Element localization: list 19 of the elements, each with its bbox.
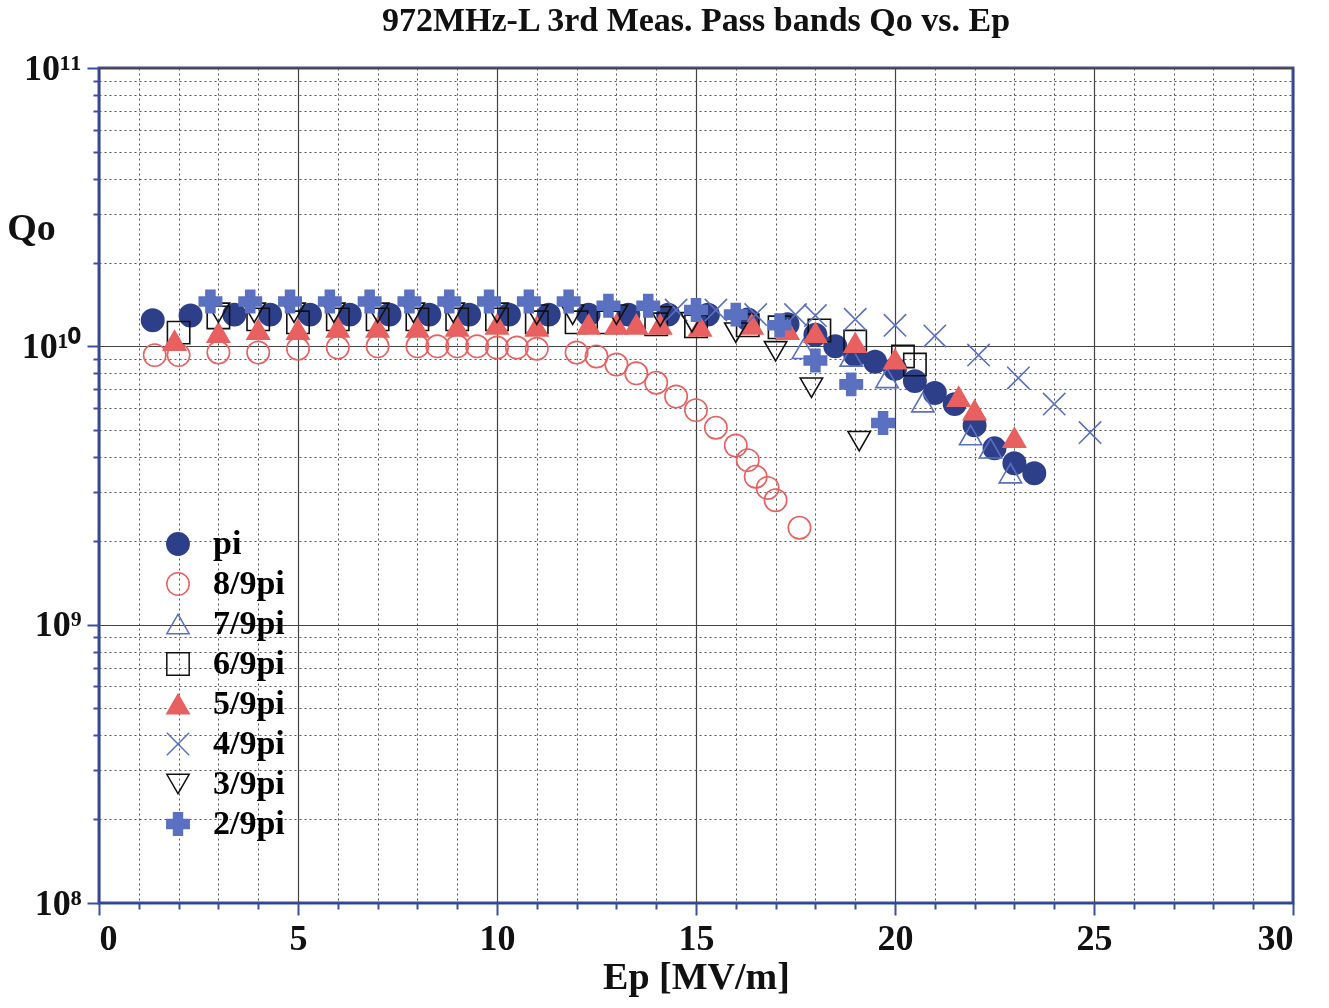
- legend-label: 5/9pi: [213, 684, 285, 721]
- legend-label: 8/9pi: [213, 564, 285, 601]
- y-axis-title: Qo: [7, 205, 56, 248]
- y-tick-label: 10¹¹: [23, 47, 82, 88]
- x-tick-label: 10: [479, 917, 516, 958]
- x-tick-label: 5: [289, 917, 308, 958]
- x-tick-label: 0: [99, 917, 118, 958]
- chart-title: 972MHz-L 3rd Meas. Pass bands Qo vs. Ep: [381, 1, 1011, 38]
- legend-label: 6/9pi: [213, 644, 285, 681]
- x-tick-label: 25: [1076, 917, 1113, 958]
- x-tick-label: 20: [877, 917, 914, 958]
- legend-label: pi: [213, 524, 242, 561]
- legend-label: 4/9pi: [213, 724, 285, 761]
- y-tick-label: 10⁹: [34, 604, 82, 645]
- x-tick-label: 30: [1257, 917, 1294, 958]
- legend-label: 2/9pi: [213, 804, 285, 841]
- y-tick-label: 10¹⁰: [21, 325, 82, 366]
- y-tick-label: 10⁸: [34, 882, 82, 923]
- legend-label: 3/9pi: [213, 764, 285, 801]
